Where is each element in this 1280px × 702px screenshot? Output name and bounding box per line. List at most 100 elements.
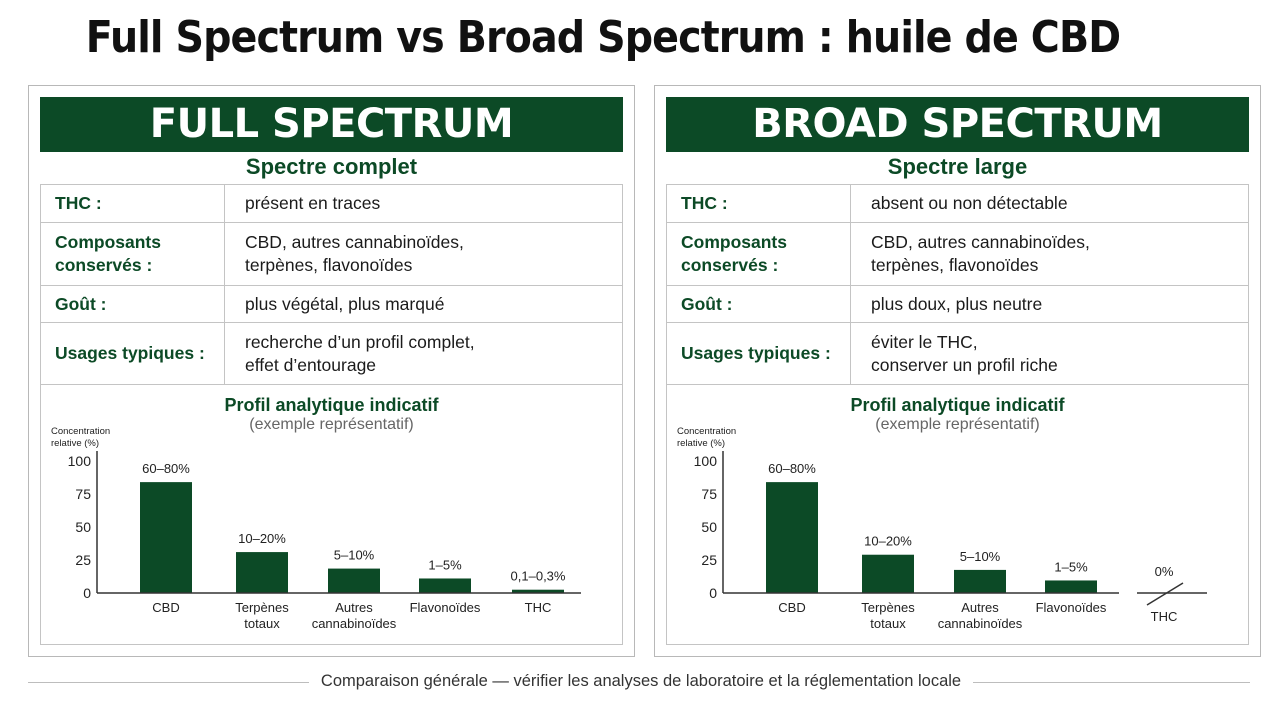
axis-break-mark bbox=[1146, 582, 1184, 606]
category-label-line: CBD bbox=[152, 600, 179, 615]
category-label-line: THC bbox=[1151, 609, 1178, 624]
data-label: 60–80% bbox=[142, 461, 190, 476]
bar bbox=[954, 569, 1006, 593]
category-label: CBD bbox=[778, 600, 805, 615]
category-label-line: THC bbox=[525, 600, 552, 615]
row-value: éviter le THC, conserver un profil riche bbox=[850, 322, 1249, 385]
category-label-line: Flavonoïdes bbox=[1036, 600, 1107, 615]
y-tick-label: 25 bbox=[701, 552, 717, 568]
data-label: 1–5% bbox=[428, 557, 462, 572]
page-title: Full Spectrum vs Broad Spectrum : huile … bbox=[85, 12, 1121, 63]
footer-divider-left bbox=[28, 682, 328, 683]
data-label: 0% bbox=[1155, 564, 1174, 579]
bar-chart: Profil analytique indicatif (exemple rep… bbox=[666, 385, 1249, 645]
row-key: THC : bbox=[666, 184, 851, 223]
category-label-line: Autres bbox=[961, 600, 999, 615]
properties-table: THC : absent ou non détectable Composant… bbox=[666, 184, 1249, 385]
bar bbox=[1045, 580, 1097, 593]
row-value: CBD, autres cannabinoïdes, terpènes, flav… bbox=[850, 222, 1249, 286]
y-axis-label-line: relative (%) bbox=[51, 438, 99, 449]
y-tick-label: 100 bbox=[694, 453, 718, 469]
row-value: CBD, autres cannabinoïdes, terpènes, flav… bbox=[224, 222, 623, 286]
bar-chart: Profil analytique indicatif (exemple rep… bbox=[40, 385, 623, 645]
data-label: 10–20% bbox=[238, 531, 286, 546]
row-key: THC : bbox=[40, 184, 225, 223]
category-label-line: Autres bbox=[335, 600, 373, 615]
bar bbox=[862, 554, 914, 593]
bar bbox=[512, 589, 564, 593]
chart-subtitle: (exemple représentatif) bbox=[249, 416, 414, 433]
footer-divider-right bbox=[952, 682, 1250, 683]
y-axis-label-line: relative (%) bbox=[677, 438, 725, 449]
category-label: Flavonoïdes bbox=[1036, 600, 1107, 615]
y-tick-label: 0 bbox=[709, 585, 717, 601]
y-tick-label: 75 bbox=[701, 486, 717, 502]
bar bbox=[328, 568, 380, 593]
table-row: Composants conservés : CBD, autres cannab… bbox=[666, 222, 1249, 286]
y-tick-label: 25 bbox=[75, 552, 91, 568]
data-label: 5–10% bbox=[334, 548, 375, 563]
chart-svg: Concentration relative (%) 0 25 50 75 100 60–80… bbox=[677, 426, 1207, 631]
data-label: 1–5% bbox=[1054, 559, 1088, 574]
y-tick-label: 50 bbox=[701, 519, 717, 535]
chart-title: Profil analytique indicatif bbox=[224, 395, 439, 415]
bar bbox=[140, 482, 192, 593]
category-label-line: cannabinoïdes bbox=[312, 616, 397, 631]
y-axis-label: Concentration relative (%) bbox=[677, 426, 736, 449]
table-row: Goût : plus végétal, plus marqué bbox=[40, 285, 623, 323]
table-row: THC : présent en traces bbox=[40, 184, 623, 223]
data-label: 10–20% bbox=[864, 534, 912, 549]
chart-svg: Concentration relative (%) 0 25 50 75 100 60–80… bbox=[51, 426, 581, 631]
table-row: Composants conservés : CBD, autres cannab… bbox=[40, 222, 623, 286]
panel-subtitle: Spectre complet bbox=[245, 154, 418, 179]
panel-banner: BROAD SPECTRUM bbox=[666, 97, 1249, 152]
bar bbox=[236, 552, 288, 593]
row-key: Usages typiques : bbox=[666, 322, 851, 385]
row-value: recherche d’un profil complet, effet d’en… bbox=[224, 322, 623, 385]
table-row: Usages typiques : recherche d’un profil … bbox=[40, 322, 623, 385]
category-label: Flavonoïdes bbox=[410, 600, 481, 615]
category-label-line: cannabinoïdes bbox=[938, 616, 1023, 631]
data-label: 60–80% bbox=[768, 461, 816, 476]
row-value: plus végétal, plus marqué bbox=[224, 285, 623, 323]
data-label: 5–10% bbox=[960, 549, 1001, 564]
category-label-line: totaux bbox=[244, 616, 280, 631]
broad-spectrum-panel: BROAD SPECTRUM Spectre large THC : absen… bbox=[654, 85, 1261, 657]
table-row: Goût : plus doux, plus neutre bbox=[666, 285, 1249, 323]
category-label-line: Flavonoïdes bbox=[410, 600, 481, 615]
category-label-line: Terpènes bbox=[235, 600, 289, 615]
row-key: Composants conservés : bbox=[666, 222, 851, 286]
row-key: Composants conservés : bbox=[40, 222, 225, 286]
bar bbox=[419, 578, 471, 593]
chart-title: Profil analytique indicatif bbox=[850, 395, 1065, 415]
y-axis-label-line: Concentration bbox=[51, 426, 110, 437]
category-label: Terpènes totaux bbox=[861, 600, 915, 631]
category-label: Autres cannabinoïdes bbox=[312, 600, 397, 631]
category-label: CBD bbox=[152, 600, 179, 615]
category-label-line: CBD bbox=[778, 600, 805, 615]
category-label: Terpènes totaux bbox=[235, 600, 289, 631]
y-tick-label: 75 bbox=[75, 486, 91, 502]
row-value: absent ou non détectable bbox=[850, 184, 1249, 223]
row-key: Goût : bbox=[40, 285, 225, 323]
category-label: Autres cannabinoïdes bbox=[938, 600, 1023, 631]
category-label-line: Terpènes bbox=[861, 600, 915, 615]
row-key: Usages typiques : bbox=[40, 322, 225, 385]
category-label: THC bbox=[525, 600, 552, 615]
chart-subtitle: (exemple représentatif) bbox=[875, 416, 1040, 433]
row-key: Goût : bbox=[666, 285, 851, 323]
full-spectrum-panel: FULL SPECTRUM Spectre complet THC : prés… bbox=[28, 85, 635, 657]
table-row: THC : absent ou non détectable bbox=[666, 184, 1249, 223]
y-axis-label-line: Concentration bbox=[677, 426, 736, 437]
y-tick-label: 100 bbox=[68, 453, 92, 469]
table-row: Usages typiques : éviter le THC, conserve… bbox=[666, 322, 1249, 385]
y-tick-label: 50 bbox=[75, 519, 91, 535]
category-label: THC bbox=[1151, 609, 1178, 624]
properties-table: THC : présent en traces Composants conser… bbox=[40, 184, 623, 385]
row-value: plus doux, plus neutre bbox=[850, 285, 1249, 323]
bar bbox=[766, 482, 818, 593]
y-axis-label: Concentration relative (%) bbox=[51, 426, 110, 449]
footer-text: Comparaison générale — vérifier les anal… bbox=[308, 672, 974, 690]
category-label-line: totaux bbox=[870, 616, 906, 631]
y-tick-label: 0 bbox=[83, 585, 91, 601]
